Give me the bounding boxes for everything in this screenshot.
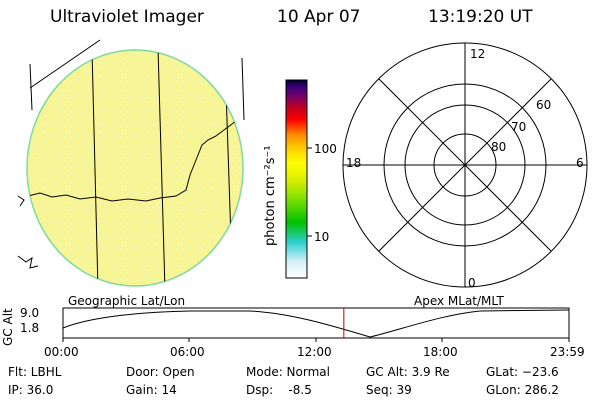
- dsp-info: Dsp: -8.5: [246, 383, 312, 397]
- strip-ytick-bottom: 1.8: [20, 321, 40, 335]
- mlat-label-70: 70: [511, 120, 527, 134]
- polar-diagonal: [378, 78, 552, 252]
- coastline: [27, 117, 241, 202]
- mlt-label-12: 12: [470, 47, 486, 61]
- mlt-label-0: 0: [468, 276, 476, 290]
- filter-info: Flt: LBHL: [8, 365, 62, 379]
- colorbar-gradient: [285, 79, 308, 279]
- mlat-label-60: 60: [536, 98, 552, 112]
- time-label: 13:19:20 UT: [428, 7, 533, 27]
- colorbar-tick-label: 100: [314, 142, 337, 156]
- mlt-label-6: 6: [576, 156, 584, 170]
- orbit-line: [29, 39, 101, 89]
- colorbar-tick-label: 10: [314, 230, 330, 244]
- meridian-line: [157, 50, 166, 286]
- strip-frame: [62, 307, 570, 339]
- mode-info: Mode: Normal: [246, 365, 330, 379]
- mlt-label-18: 18: [346, 156, 362, 170]
- altitude-curve: [62, 309, 570, 338]
- glon-info: GLon: 286.2: [486, 383, 559, 397]
- meridian-line: [241, 57, 245, 121]
- ip-info: IP: 36.0: [8, 383, 54, 397]
- seq-info: Seq: 39: [366, 383, 412, 397]
- time-tick: 12:00: [297, 345, 332, 359]
- meridian-line: [91, 50, 99, 286]
- meridian-line: [29, 63, 33, 111]
- gain-info: Gain: 14: [126, 383, 177, 397]
- geo-coords-label: Geographic Lat/Lon: [68, 294, 186, 308]
- door-info: Door: Open: [126, 365, 195, 379]
- earth-disk: [26, 49, 244, 287]
- app-title: Ultraviolet Imager: [50, 7, 204, 27]
- time-tick: 00:00: [44, 345, 79, 359]
- mlat-label-80: 80: [491, 140, 507, 154]
- date-label: 10 Apr 07: [277, 7, 361, 27]
- time-tick: 06:00: [170, 345, 205, 359]
- coastline: [17, 195, 39, 269]
- time-tick: 18:00: [423, 345, 458, 359]
- strip-ytick-top: 9.0: [20, 306, 40, 320]
- gc-alt-info: GC Alt: 3.9 Re: [366, 365, 450, 379]
- time-tick: 23:59: [550, 345, 585, 359]
- apex-coords-label: Apex MLat/MLT: [414, 294, 504, 308]
- glat-info: GLat: −23.6: [486, 365, 559, 379]
